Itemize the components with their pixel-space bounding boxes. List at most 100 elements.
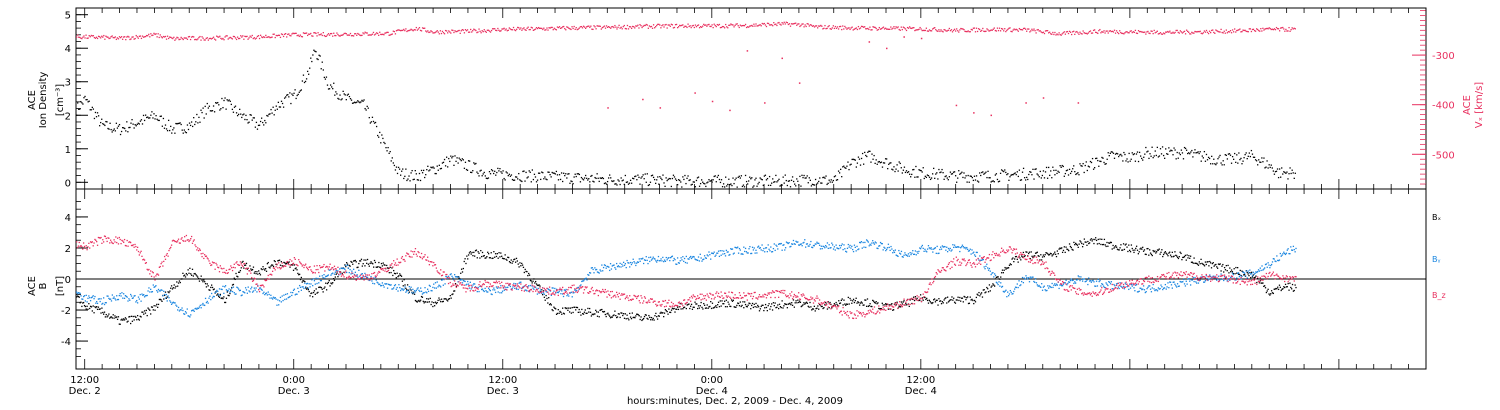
data-point bbox=[1126, 31, 1128, 33]
data-point bbox=[773, 22, 775, 24]
data-point bbox=[76, 36, 78, 38]
data-point bbox=[1119, 30, 1121, 32]
data-point bbox=[325, 282, 327, 284]
data-point bbox=[397, 166, 400, 169]
data-point bbox=[188, 315, 190, 317]
data-point bbox=[811, 309, 813, 311]
data-point bbox=[81, 305, 83, 308]
data-point bbox=[683, 26, 685, 28]
data-point bbox=[1102, 31, 1104, 33]
data-point bbox=[1154, 32, 1156, 34]
data-point bbox=[343, 271, 345, 273]
data-point bbox=[805, 25, 807, 28]
data-point bbox=[467, 258, 469, 260]
data-point bbox=[432, 166, 434, 168]
data-point bbox=[171, 302, 174, 304]
data-point bbox=[842, 25, 844, 27]
data-point bbox=[1067, 32, 1070, 35]
data-point bbox=[263, 268, 265, 270]
data-point bbox=[679, 24, 681, 27]
data-point bbox=[479, 285, 481, 288]
data-point bbox=[177, 285, 179, 287]
data-point bbox=[919, 299, 921, 301]
data-point bbox=[386, 31, 388, 33]
data-point bbox=[1171, 32, 1173, 34]
data-point bbox=[739, 24, 741, 26]
data-point bbox=[610, 27, 612, 29]
data-point bbox=[1230, 162, 1233, 164]
data-point bbox=[884, 304, 886, 306]
data-point bbox=[899, 253, 902, 255]
data-point bbox=[778, 303, 781, 305]
data-point bbox=[887, 308, 890, 310]
data-point bbox=[165, 128, 168, 130]
data-point bbox=[166, 35, 169, 37]
data-point bbox=[455, 160, 457, 163]
data-point bbox=[452, 155, 454, 158]
data-point bbox=[1185, 259, 1187, 261]
data-point bbox=[778, 243, 781, 245]
data-point bbox=[754, 306, 756, 308]
data-point bbox=[528, 272, 530, 275]
data-point bbox=[807, 23, 809, 25]
data-point bbox=[678, 306, 681, 308]
data-point bbox=[1267, 167, 1269, 169]
data-point bbox=[1268, 293, 1270, 295]
data-point bbox=[258, 272, 261, 275]
data-point bbox=[1150, 30, 1152, 32]
data-point bbox=[392, 30, 394, 32]
data-point bbox=[776, 306, 778, 308]
data-point bbox=[817, 305, 819, 307]
data-point bbox=[659, 107, 662, 109]
data-point bbox=[1053, 33, 1055, 36]
data-point bbox=[676, 306, 679, 308]
data-point bbox=[1005, 171, 1007, 174]
data-point bbox=[102, 123, 104, 125]
data-point bbox=[351, 102, 354, 104]
data-point bbox=[813, 305, 816, 307]
data-point bbox=[1058, 32, 1060, 34]
data-point bbox=[830, 246, 832, 249]
data-point bbox=[287, 94, 289, 96]
data-point bbox=[713, 175, 715, 178]
data-point bbox=[1191, 149, 1193, 152]
data-point bbox=[636, 25, 638, 27]
data-point bbox=[540, 291, 542, 293]
data-point bbox=[1033, 280, 1035, 283]
data-point bbox=[1136, 151, 1139, 153]
data-point bbox=[742, 184, 745, 186]
data-point bbox=[1213, 265, 1215, 267]
data-point bbox=[298, 284, 301, 287]
data-point bbox=[505, 171, 507, 173]
data-point bbox=[323, 34, 326, 37]
data-point bbox=[1082, 30, 1084, 32]
data-point bbox=[508, 260, 511, 263]
data-point bbox=[800, 243, 802, 245]
data-point bbox=[1055, 34, 1057, 36]
data-point bbox=[1242, 160, 1244, 162]
data-point bbox=[940, 171, 942, 173]
data-point bbox=[853, 158, 855, 161]
data-point bbox=[363, 33, 365, 35]
data-point bbox=[643, 317, 645, 320]
data-point bbox=[892, 252, 894, 254]
data-point bbox=[1199, 30, 1201, 32]
data-point bbox=[1102, 243, 1104, 246]
data-point bbox=[291, 93, 293, 95]
data-point bbox=[145, 294, 147, 297]
data-point bbox=[858, 28, 861, 30]
data-point bbox=[1229, 30, 1232, 32]
data-point bbox=[577, 173, 579, 175]
data-point bbox=[391, 288, 393, 290]
data-point bbox=[721, 186, 724, 188]
data-point bbox=[891, 248, 893, 250]
data-point bbox=[715, 181, 717, 183]
data-point bbox=[271, 297, 273, 299]
data-point bbox=[453, 31, 455, 34]
data-point bbox=[1022, 27, 1025, 30]
data-point bbox=[847, 243, 849, 246]
data-point bbox=[755, 302, 757, 305]
data-point bbox=[608, 266, 610, 268]
data-point bbox=[1082, 162, 1084, 165]
data-point bbox=[217, 36, 219, 38]
